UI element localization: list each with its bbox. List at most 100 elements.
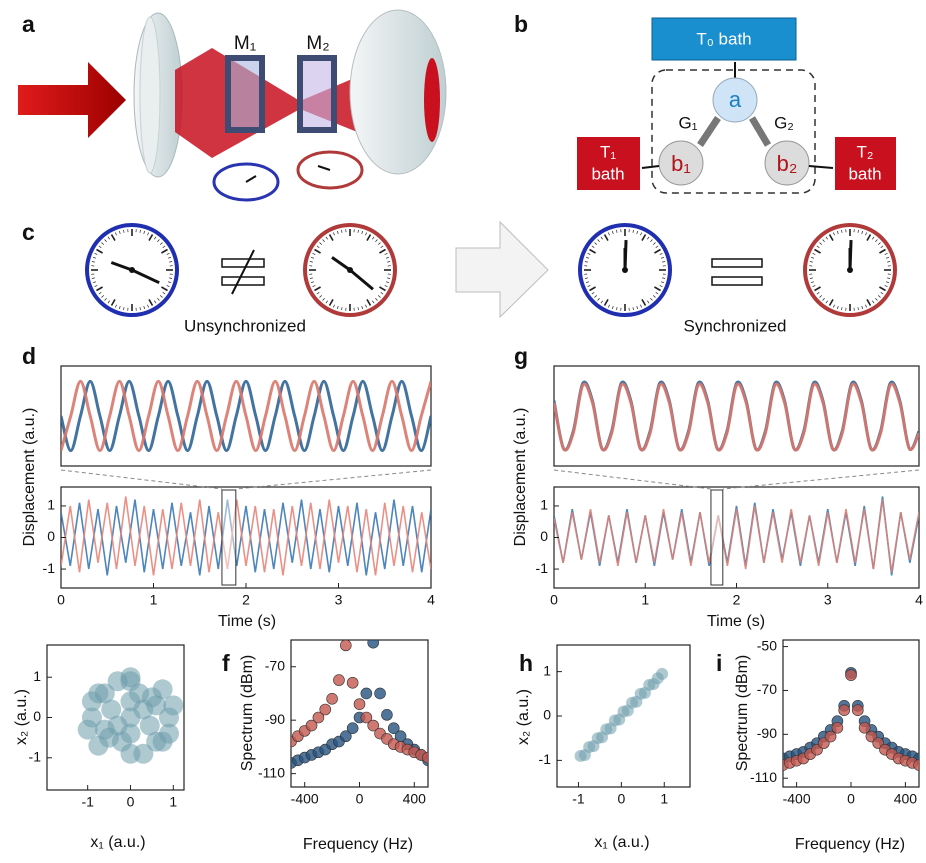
clock-tick [833, 232, 835, 236]
mirror [297, 55, 337, 133]
clock-center [129, 267, 135, 273]
clock-tick [310, 281, 314, 284]
panel-a: a M₁ M₂ [18, 9, 447, 202]
point [374, 687, 386, 700]
point [120, 667, 141, 688]
series-line [61, 499, 431, 576]
clock-tick [886, 256, 890, 259]
clock-tick [865, 304, 867, 308]
clock-tick [372, 236, 375, 240]
clock-tick [98, 245, 102, 248]
y-tick-label: 0 [543, 707, 551, 723]
clock-tick [879, 248, 886, 254]
clock-tick [91, 277, 95, 279]
clock-tick [161, 248, 168, 254]
y-tick-label: 1 [47, 497, 55, 513]
x-tick-label: -400 [291, 791, 319, 807]
clock-tick [653, 242, 656, 245]
y-axis-label: Displacement (a.u.) [21, 408, 38, 547]
panel-c: c Unsynchronized Synchronized [22, 219, 897, 335]
system-box [651, 69, 816, 194]
bath-box [651, 17, 797, 61]
clock-tick [828, 299, 834, 306]
clock-tick [875, 298, 878, 301]
clock-tick [92, 281, 96, 284]
clock-tick [822, 239, 825, 242]
clock-tick [92, 256, 96, 259]
point [831, 721, 844, 734]
clock-tick [333, 232, 335, 236]
panel-label: h [519, 650, 533, 676]
point [326, 692, 338, 705]
bath-label: bath [591, 164, 624, 183]
bath-label: T₀ bath [696, 29, 751, 48]
clock-tick [661, 281, 665, 284]
clock-tick [884, 253, 888, 255]
clock-tick [865, 232, 867, 236]
plot-area [554, 380, 919, 452]
clock-tick [375, 239, 378, 242]
clock-tick [157, 239, 160, 242]
clock-tick [378, 295, 381, 298]
clock-tick [861, 306, 864, 310]
clock-tick [587, 285, 591, 287]
coupling-label: G₁ [679, 113, 698, 132]
clock-hand [623, 239, 628, 271]
clock-tick [650, 298, 653, 301]
clock-tick [861, 230, 864, 234]
point [387, 722, 400, 735]
not-equal-sign [221, 249, 265, 295]
clock-tick [616, 229, 618, 233]
plot-frame [60, 486, 432, 589]
clock-tick [168, 281, 172, 284]
clock-tick [118, 306, 121, 310]
x-tick-label: 400 [403, 791, 427, 807]
clock-tick [316, 245, 320, 248]
clock-tick [312, 285, 316, 287]
clock-tick [147, 232, 149, 236]
clock-tick [143, 306, 146, 310]
panel-label: f [222, 650, 230, 676]
panel-label: g [514, 343, 528, 369]
y-axis-label: Spectrum (dBm) [239, 655, 256, 771]
clock-tick [654, 286, 661, 292]
clock-tick [608, 232, 610, 236]
y-tick-label: 1 [33, 668, 41, 684]
clock-tick [600, 300, 603, 304]
clock-tick [640, 232, 642, 236]
clock-tick [810, 256, 814, 259]
clock-tick [169, 277, 173, 279]
x-tick-label: -1 [81, 794, 94, 810]
x-axis-label: Time (s) [707, 613, 765, 630]
clock-tick [809, 277, 813, 279]
clock-tick [608, 304, 610, 308]
clock-tick [641, 299, 647, 306]
clock-tick [101, 242, 104, 245]
point [81, 691, 102, 712]
clock-tick [650, 239, 653, 242]
point [101, 699, 122, 720]
clock-tick [659, 285, 663, 287]
point [111, 731, 132, 752]
panel-label: b [514, 11, 528, 37]
point [656, 667, 669, 680]
clock-tick [143, 230, 146, 234]
clock-tick [597, 239, 600, 242]
clock-tick [636, 230, 639, 234]
y-axis-label: Spectrum (dBm) [734, 655, 751, 771]
clock-tick [611, 306, 614, 310]
clock-tick [94, 285, 98, 287]
zoom-window [710, 489, 724, 586]
clock-tick [314, 248, 321, 254]
y-tick-label: -1 [536, 560, 549, 576]
plot-area [783, 667, 919, 771]
clock-tick [616, 307, 618, 311]
clock-tick [312, 253, 316, 255]
arrow [641, 165, 660, 169]
clock-tick [866, 234, 872, 241]
clock-tick [878, 295, 881, 298]
clock-tick [336, 306, 339, 310]
x-tick-label: 1 [660, 791, 668, 807]
y-tick-label: -70 [265, 657, 285, 673]
point [77, 719, 98, 740]
